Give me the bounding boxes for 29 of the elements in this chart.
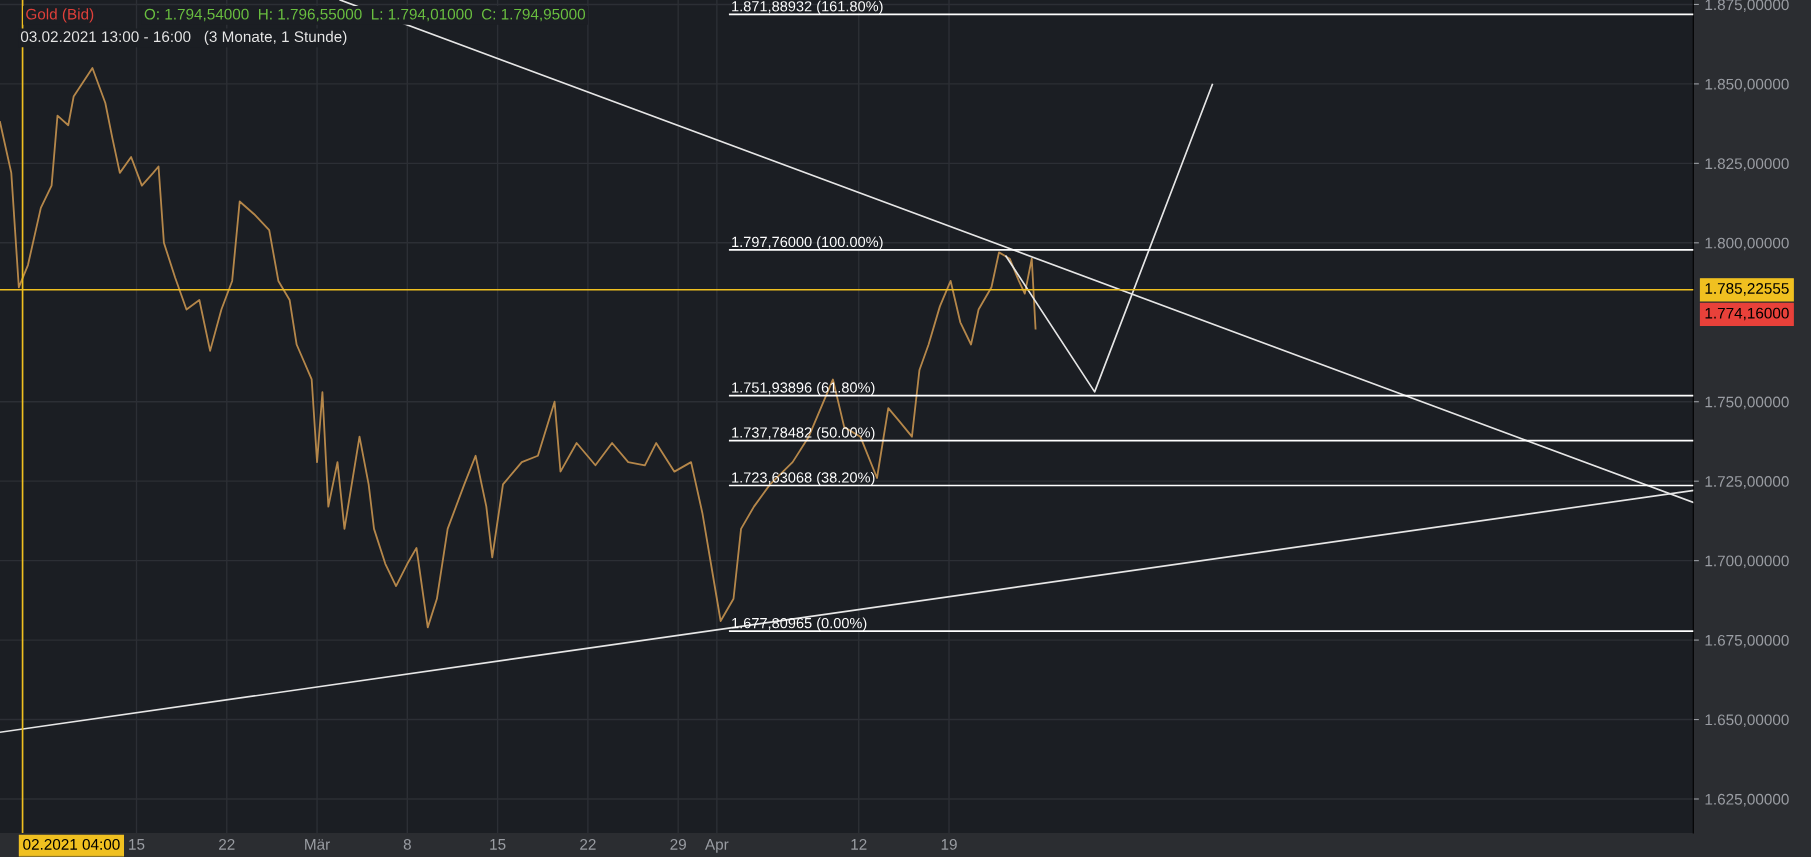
y-tick-label: 1.750,00000 [1705,396,1789,410]
y-tick-label: 1.800,00000 [1705,237,1789,251]
chart-subtitle: O: 1.794,54000 H: 1.796,55000 L: 1.794,01000 C: 1.794,95000 [144,8,586,22]
x-tick-label: 19 [941,838,957,850]
series-label: 1.797,76000 (100.00%) [732,236,883,250]
line-series [0,67,1037,629]
text: Gold (Bid) [26,8,94,23]
ref-line-label: 1.785,22555 [1705,283,1789,296]
x-tick-label: 15 [490,839,506,850]
y-tick-label: 1.875,00000 [1705,0,1789,12]
x-tick-label: 22 [219,838,235,850]
y-tick-label: 1.625,00000 [1705,793,1789,807]
x-tick-label: 8 [403,838,411,850]
y-tick-label: 1.650,00000 [1705,714,1789,728]
x-tick-label: 22 [580,838,596,850]
annotation: 03.02.2021 13:00 - 16:00 (3 Monate, 1 Stunde) [20,30,347,46]
y-tick-label: 1.700,00000 [1705,555,1789,569]
y-tick-label: 1.825,00000 [1705,158,1789,171]
y-tick-label: 1.725,00000 [1705,476,1789,489]
x-tick-label: 15 [129,839,145,850]
y-tick-label: 1.850,00000 [1705,78,1789,92]
series-label: 1.871,88932 (161.80%) [732,0,883,15]
x-tick-label: Apr [705,839,729,853]
x-tick-label: Mär [305,839,330,850]
x-tick-label: 29 [670,838,686,850]
x-tick-label: 12 [851,838,867,850]
y-tick-label: 1.675,00000 [1705,634,1789,648]
ref-line-label: 02.2021 04:00 [23,838,120,850]
text: 1.774,16000 [1705,307,1789,321]
